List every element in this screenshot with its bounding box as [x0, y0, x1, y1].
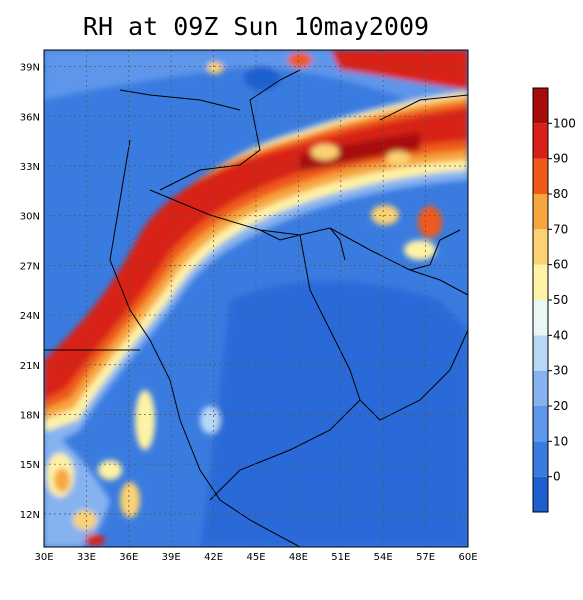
longitude-labels: 30E 33E 36E 39E 42E 45E 48E 51E 54E 57E 60E [34, 552, 477, 563]
lon-tick-label: 39E [162, 552, 181, 563]
lat-tick-label: 21N [20, 361, 40, 372]
colorbar-segment [533, 88, 548, 124]
lat-tick-label: 12N [20, 510, 40, 521]
colorbar-label: 50 [553, 293, 568, 307]
lat-tick-label: 30N [20, 212, 40, 223]
lon-tick-label: 36E [119, 552, 138, 563]
colorbar-label: 10 [553, 434, 568, 448]
lon-tick-label: 33E [77, 552, 96, 563]
colorbar-label: 70 [553, 222, 568, 236]
lon-tick-label: 42E [204, 552, 223, 563]
map-frame [43, 49, 469, 548]
lon-tick-label: 45E [246, 552, 265, 563]
colorbar-label: 0 [553, 470, 561, 484]
lon-tick-label: 54E [374, 552, 393, 563]
colorbar-label: 60 [553, 258, 568, 272]
chart-title: RH at 09Z Sun 10may2009 [82, 12, 430, 41]
rh-field [44, 50, 468, 547]
lat-tick-label: 18N [20, 410, 40, 421]
colorbar-label: 20 [553, 399, 568, 413]
country-borders [44, 69, 468, 547]
lon-tick-label: 30E [34, 552, 53, 563]
lon-tick-label: 60E [458, 552, 477, 563]
lat-tick-label: 15N [20, 460, 40, 471]
colorbar-segment [533, 406, 548, 442]
lat-lon-grid [44, 50, 468, 547]
colorbar-label: 100 [553, 116, 576, 130]
colorbar-segment [533, 123, 548, 159]
colorbar-segment [533, 158, 548, 194]
colorbar-label: 40 [553, 328, 568, 342]
colorbar-segment [533, 370, 548, 406]
colorbar-segment [533, 229, 548, 265]
lon-tick-label: 51E [331, 552, 350, 563]
lat-tick-label: 36N [20, 112, 40, 123]
lat-tick-label: 39N [20, 63, 40, 74]
colorbar-segment [533, 194, 548, 230]
colorbar: 0 10 20 30 40 50 60 70 80 90 100 [532, 87, 576, 513]
colorbar-segment [533, 476, 548, 512]
colorbar-segment [533, 300, 548, 336]
latitude-labels: 12N 15N 18N 21N 24N 27N 30N 33N 36N 39N [20, 63, 40, 521]
colorbar-segment [533, 441, 548, 477]
lat-tick-label: 33N [20, 162, 40, 173]
lat-tick-label: 27N [20, 261, 40, 272]
lon-tick-label: 57E [416, 552, 435, 563]
colorbar-segment [533, 335, 548, 371]
lat-tick-label: 24N [20, 311, 40, 322]
colorbar-label: 90 [553, 152, 568, 166]
colorbar-label: 30 [553, 364, 568, 378]
colorbar-label: 80 [553, 187, 568, 201]
lon-tick-label: 48E [289, 552, 308, 563]
colorbar-segment [533, 264, 548, 300]
